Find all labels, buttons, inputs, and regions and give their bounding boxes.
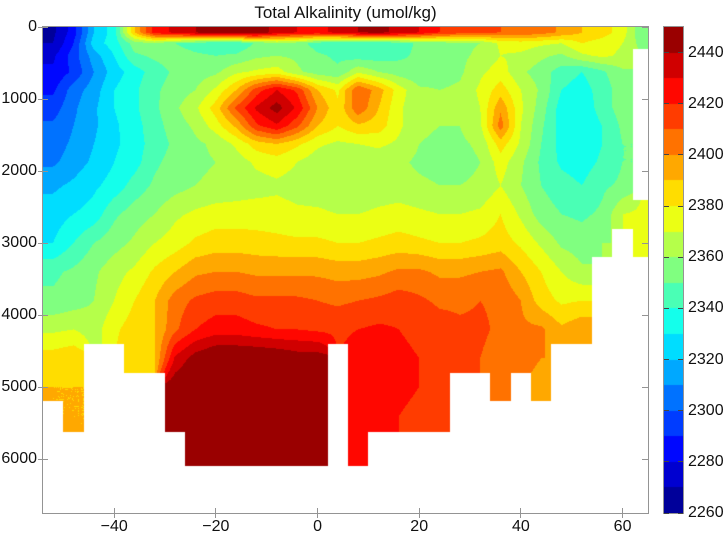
x-tick-label: 20 — [410, 518, 429, 535]
y-axis-tick — [38, 242, 48, 244]
x-tick-label: −20 — [202, 518, 230, 535]
heatmap-canvas — [43, 27, 648, 513]
colorbar-tick-right — [678, 52, 683, 54]
y-axis-tick — [38, 170, 48, 172]
y-tick-label: 0 — [28, 18, 37, 35]
colorbar-tick-label: 2400 — [688, 145, 724, 163]
colorbar-tick-left — [664, 359, 669, 361]
colorbar-tick-right — [678, 359, 683, 361]
colorbar-tick-left — [664, 52, 669, 54]
colorbar-tick-label: 2300 — [688, 401, 724, 419]
colorbar-tick-left — [664, 410, 669, 412]
y-axis-tick-right — [642, 314, 648, 316]
x-tick-label: −40 — [100, 518, 128, 535]
colorbar-tick-left — [664, 103, 669, 105]
colorbar-tick-label: 2340 — [688, 299, 724, 317]
x-axis-tick — [418, 508, 420, 518]
colorbar-tick-label: 2380 — [688, 197, 724, 215]
colorbar-tick-right — [678, 512, 683, 514]
colorbar-tick-right — [678, 154, 683, 156]
y-tick-label: 6000 — [1, 450, 37, 467]
x-axis-tick — [622, 508, 624, 518]
colorbar-tick-label: 2420 — [688, 94, 724, 112]
colorbar-tick-label: 2360 — [688, 248, 724, 266]
y-tick-label: 4000 — [1, 306, 37, 323]
y-tick-label: 2000 — [1, 162, 37, 179]
colorbar-tick-right — [678, 205, 683, 207]
colorbar-tick-right — [678, 461, 683, 463]
colorbar-tick-right — [678, 307, 683, 309]
y-tick-label: 1000 — [1, 90, 37, 107]
y-axis-tick-right — [642, 170, 648, 172]
colorbar-tick-label: 2320 — [688, 350, 724, 368]
y-axis-tick — [38, 458, 48, 460]
colorbar-tick-right — [678, 256, 683, 258]
x-tick-label: 60 — [613, 518, 632, 535]
colorbar-tick-left — [664, 307, 669, 309]
colorbar-tick-left — [664, 512, 669, 514]
colorbar-tick-label: 2440 — [688, 43, 724, 61]
y-axis-tick-right — [642, 98, 648, 100]
y-tick-label: 3000 — [1, 234, 37, 251]
x-tick-label: 40 — [511, 518, 530, 535]
chart-title: Total Alkalinity (umol/kg) — [254, 3, 437, 22]
colorbar — [664, 27, 683, 513]
colorbar-tick-right — [678, 410, 683, 412]
x-axis-tick — [215, 508, 217, 518]
y-axis-tick — [38, 26, 48, 28]
colorbar-tick-left — [664, 154, 669, 156]
y-tick-label: 5000 — [1, 378, 37, 395]
x-tick-label: 0 — [313, 518, 322, 535]
y-axis-tick-right — [642, 458, 648, 460]
x-axis-tick — [520, 508, 522, 518]
x-axis-tick — [317, 508, 319, 518]
y-axis-tick-right — [642, 386, 648, 388]
x-axis-tick — [113, 508, 115, 518]
colorbar-tick-left — [664, 205, 669, 207]
colorbar-tick-left — [664, 256, 669, 258]
colorbar-tick-right — [678, 103, 683, 105]
colorbar-tick-left — [664, 461, 669, 463]
y-axis-tick — [38, 386, 48, 388]
colorbar-tick-label: 2260 — [688, 504, 724, 521]
y-axis-tick-right — [642, 26, 648, 28]
y-axis-tick — [38, 98, 48, 100]
y-axis-tick — [38, 314, 48, 316]
y-axis-tick-right — [642, 242, 648, 244]
colorbar-tick-label: 2280 — [688, 452, 724, 470]
